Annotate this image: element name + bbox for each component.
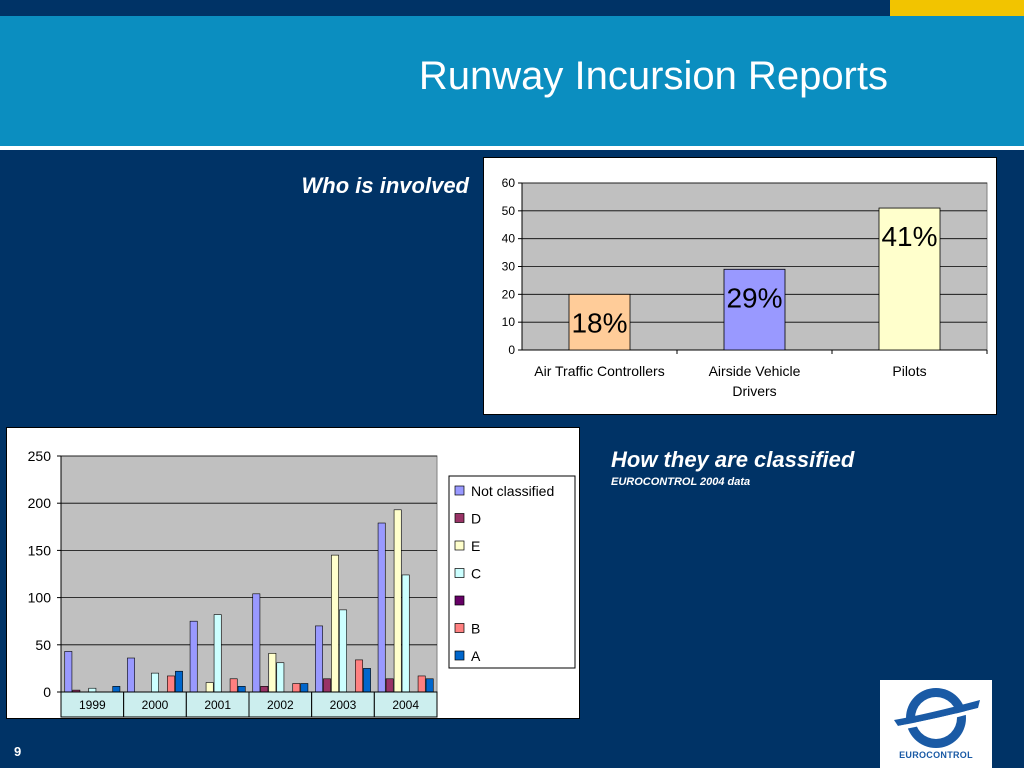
bar <box>878 207 941 351</box>
x-category-cell <box>185 691 250 718</box>
y-tick-label: 150 <box>28 542 52 558</box>
header-band <box>0 16 1024 146</box>
bar <box>112 686 121 693</box>
bar <box>205 682 214 693</box>
y-tick-label: 10 <box>502 315 516 329</box>
legend-label: E <box>471 538 480 554</box>
bar <box>331 554 339 693</box>
y-tick-label: 250 <box>28 448 52 464</box>
bar <box>393 509 402 693</box>
x-tick-label: 2001 <box>204 698 231 712</box>
how-classified-label: How they are classified <box>611 447 855 472</box>
y-tick-label: 50 <box>502 204 516 218</box>
legend-label: A <box>471 648 481 664</box>
bar <box>268 652 277 693</box>
x-tick-label: 2002 <box>267 698 294 712</box>
y-tick-label: 200 <box>28 495 52 511</box>
bar <box>237 686 246 693</box>
bar <box>355 659 363 693</box>
x-category-cell <box>123 691 187 718</box>
y-tick-label: 50 <box>35 637 51 653</box>
legend-label: D <box>471 511 481 527</box>
bar <box>252 593 261 693</box>
bar <box>229 678 238 693</box>
legend-label: C <box>471 566 481 582</box>
x-tick-label: 1999 <box>79 698 106 712</box>
x-tick-label: 2004 <box>392 698 419 712</box>
y-tick-label: 30 <box>502 260 516 274</box>
x-tick-label-line: Air Traffic Controllers <box>534 363 664 379</box>
x-tick-label-line: Drivers <box>732 383 776 399</box>
bar <box>363 668 371 693</box>
classification-bar-chart: 0 50 100 150 200 250 1999 2000 2001 2002 2003 2004 N… <box>28 448 576 718</box>
bar <box>723 268 786 351</box>
bar <box>315 625 323 693</box>
x-tick-label-line: Airside Vehicle <box>709 363 801 379</box>
x-category-cell <box>60 691 125 718</box>
top-accent-bar <box>890 0 1024 16</box>
classification-chart-panel: 0 50 100 150 200 250 1999 2000 2001 2002 2003 2004 N… <box>6 427 580 719</box>
legend-swatch <box>454 650 465 661</box>
top-bar <box>0 0 1024 16</box>
legend-swatch <box>454 595 465 606</box>
x-tick-label: Pilots <box>892 363 926 379</box>
eurocontrol-logo-icon <box>894 688 980 748</box>
legend-label: B <box>471 621 480 637</box>
bar <box>88 687 97 693</box>
x-tick-label: Air Traffic Controllers <box>534 363 664 379</box>
header-divider <box>0 146 1024 150</box>
legend <box>448 475 576 669</box>
page-number: 9 <box>14 744 22 759</box>
bar <box>425 678 434 693</box>
bar <box>323 678 331 693</box>
bar <box>292 683 301 693</box>
who-involved-label: Who is involved <box>301 173 469 198</box>
legend-swatch <box>454 485 465 496</box>
bar <box>175 670 183 693</box>
legend-swatch <box>454 540 465 551</box>
legend-swatch <box>454 568 465 578</box>
bar <box>213 614 222 693</box>
data-label: 29% <box>726 282 782 313</box>
bar <box>167 675 175 693</box>
legend-swatch <box>454 623 465 633</box>
bar <box>401 574 410 693</box>
bar <box>260 686 269 693</box>
y-tick-label: 60 <box>502 176 516 190</box>
x-tick-label-line: Pilots <box>892 363 926 379</box>
involvement-chart-panel: 0 10 20 30 40 50 60 18% Air Traffic Controllers 2… <box>483 157 997 415</box>
bar <box>377 522 386 693</box>
data-label: 41% <box>881 221 937 252</box>
y-tick-label: 0 <box>508 343 515 357</box>
bar <box>276 662 285 693</box>
y-tick-label: 100 <box>28 590 52 606</box>
y-tick-label: 40 <box>502 232 516 246</box>
legend-swatch <box>454 513 465 523</box>
involvement-bar-chart: 0 10 20 30 40 50 60 18% Air Traffic Controllers 2… <box>502 176 988 399</box>
bar <box>127 657 135 693</box>
y-tick-label: 0 <box>43 684 51 700</box>
legend-label: Not classified <box>471 483 554 499</box>
bar <box>64 651 73 693</box>
slide-title: Runway Incursion Reports <box>418 54 888 98</box>
y-tick-label: 20 <box>502 287 516 301</box>
x-tick-label: 2000 <box>142 698 169 712</box>
plot-area <box>60 455 438 693</box>
bar <box>151 672 159 693</box>
data-label: 18% <box>571 307 627 338</box>
bar <box>339 609 347 693</box>
x-category-cell <box>373 691 438 718</box>
x-tick-label: Airside Vehicle Drivers <box>709 363 801 399</box>
x-category-cell <box>248 691 313 718</box>
bar <box>385 678 394 693</box>
source-note: EUROCONTROL 2004 data <box>611 476 751 488</box>
logo-text: EUROCONTROL <box>899 750 973 760</box>
x-tick-label: 2003 <box>330 698 357 712</box>
bar <box>300 683 309 693</box>
bar <box>189 620 198 693</box>
bar <box>417 675 426 693</box>
bar <box>568 293 631 351</box>
